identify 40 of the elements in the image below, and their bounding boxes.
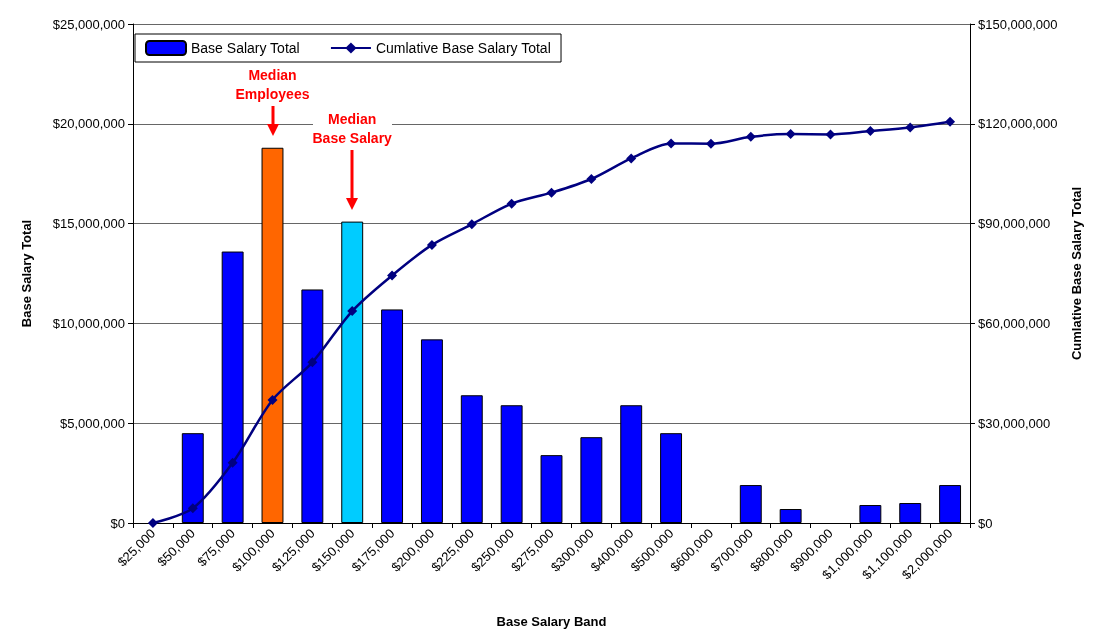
point <box>307 357 318 368</box>
point <box>905 122 916 133</box>
point <box>745 131 756 142</box>
point <box>586 174 597 185</box>
y2-tick-label: $0 <box>978 515 993 531</box>
y2-tick-label: $60,000,000 <box>978 315 1051 331</box>
point <box>187 503 198 514</box>
y-tick-label: $0 <box>110 515 125 531</box>
point <box>825 129 836 140</box>
legend-label: Base Salary Total <box>191 40 300 56</box>
y-tick-label: $20,000,000 <box>52 116 125 132</box>
point <box>546 187 557 198</box>
x-axis-title: Base Salary Band <box>496 614 607 629</box>
point <box>626 153 637 164</box>
point <box>945 116 956 127</box>
y-tick-label: $10,000,000 <box>52 315 125 331</box>
point <box>466 219 477 230</box>
point <box>705 138 716 149</box>
point <box>666 138 677 149</box>
point <box>227 457 238 468</box>
y-tick-label: $5,000,000 <box>59 415 125 431</box>
point <box>347 306 358 317</box>
point <box>147 518 158 528</box>
point <box>785 129 796 140</box>
y-axis-title: Base Salary Total <box>19 219 34 328</box>
annotation: Median Employees <box>235 65 310 104</box>
point <box>865 126 876 137</box>
y2-tick-label: $30,000,000 <box>978 415 1051 431</box>
y2-tick-label: $150,000,000 <box>978 16 1058 32</box>
y2-axis-title: Cumlative Base Salary Total <box>1069 186 1084 361</box>
annotation: Median Base Salary <box>312 109 392 148</box>
point <box>387 270 398 281</box>
point <box>506 198 517 209</box>
legend-label: Cumlative Base Salary Total <box>375 40 551 56</box>
y-tick-label: $15,000,000 <box>52 216 125 232</box>
point <box>426 239 437 250</box>
point <box>267 394 278 405</box>
y2-tick-label: $90,000,000 <box>978 216 1051 232</box>
y2-tick-label: $120,000,000 <box>978 116 1058 132</box>
y-tick-label: $25,000,000 <box>52 16 125 32</box>
